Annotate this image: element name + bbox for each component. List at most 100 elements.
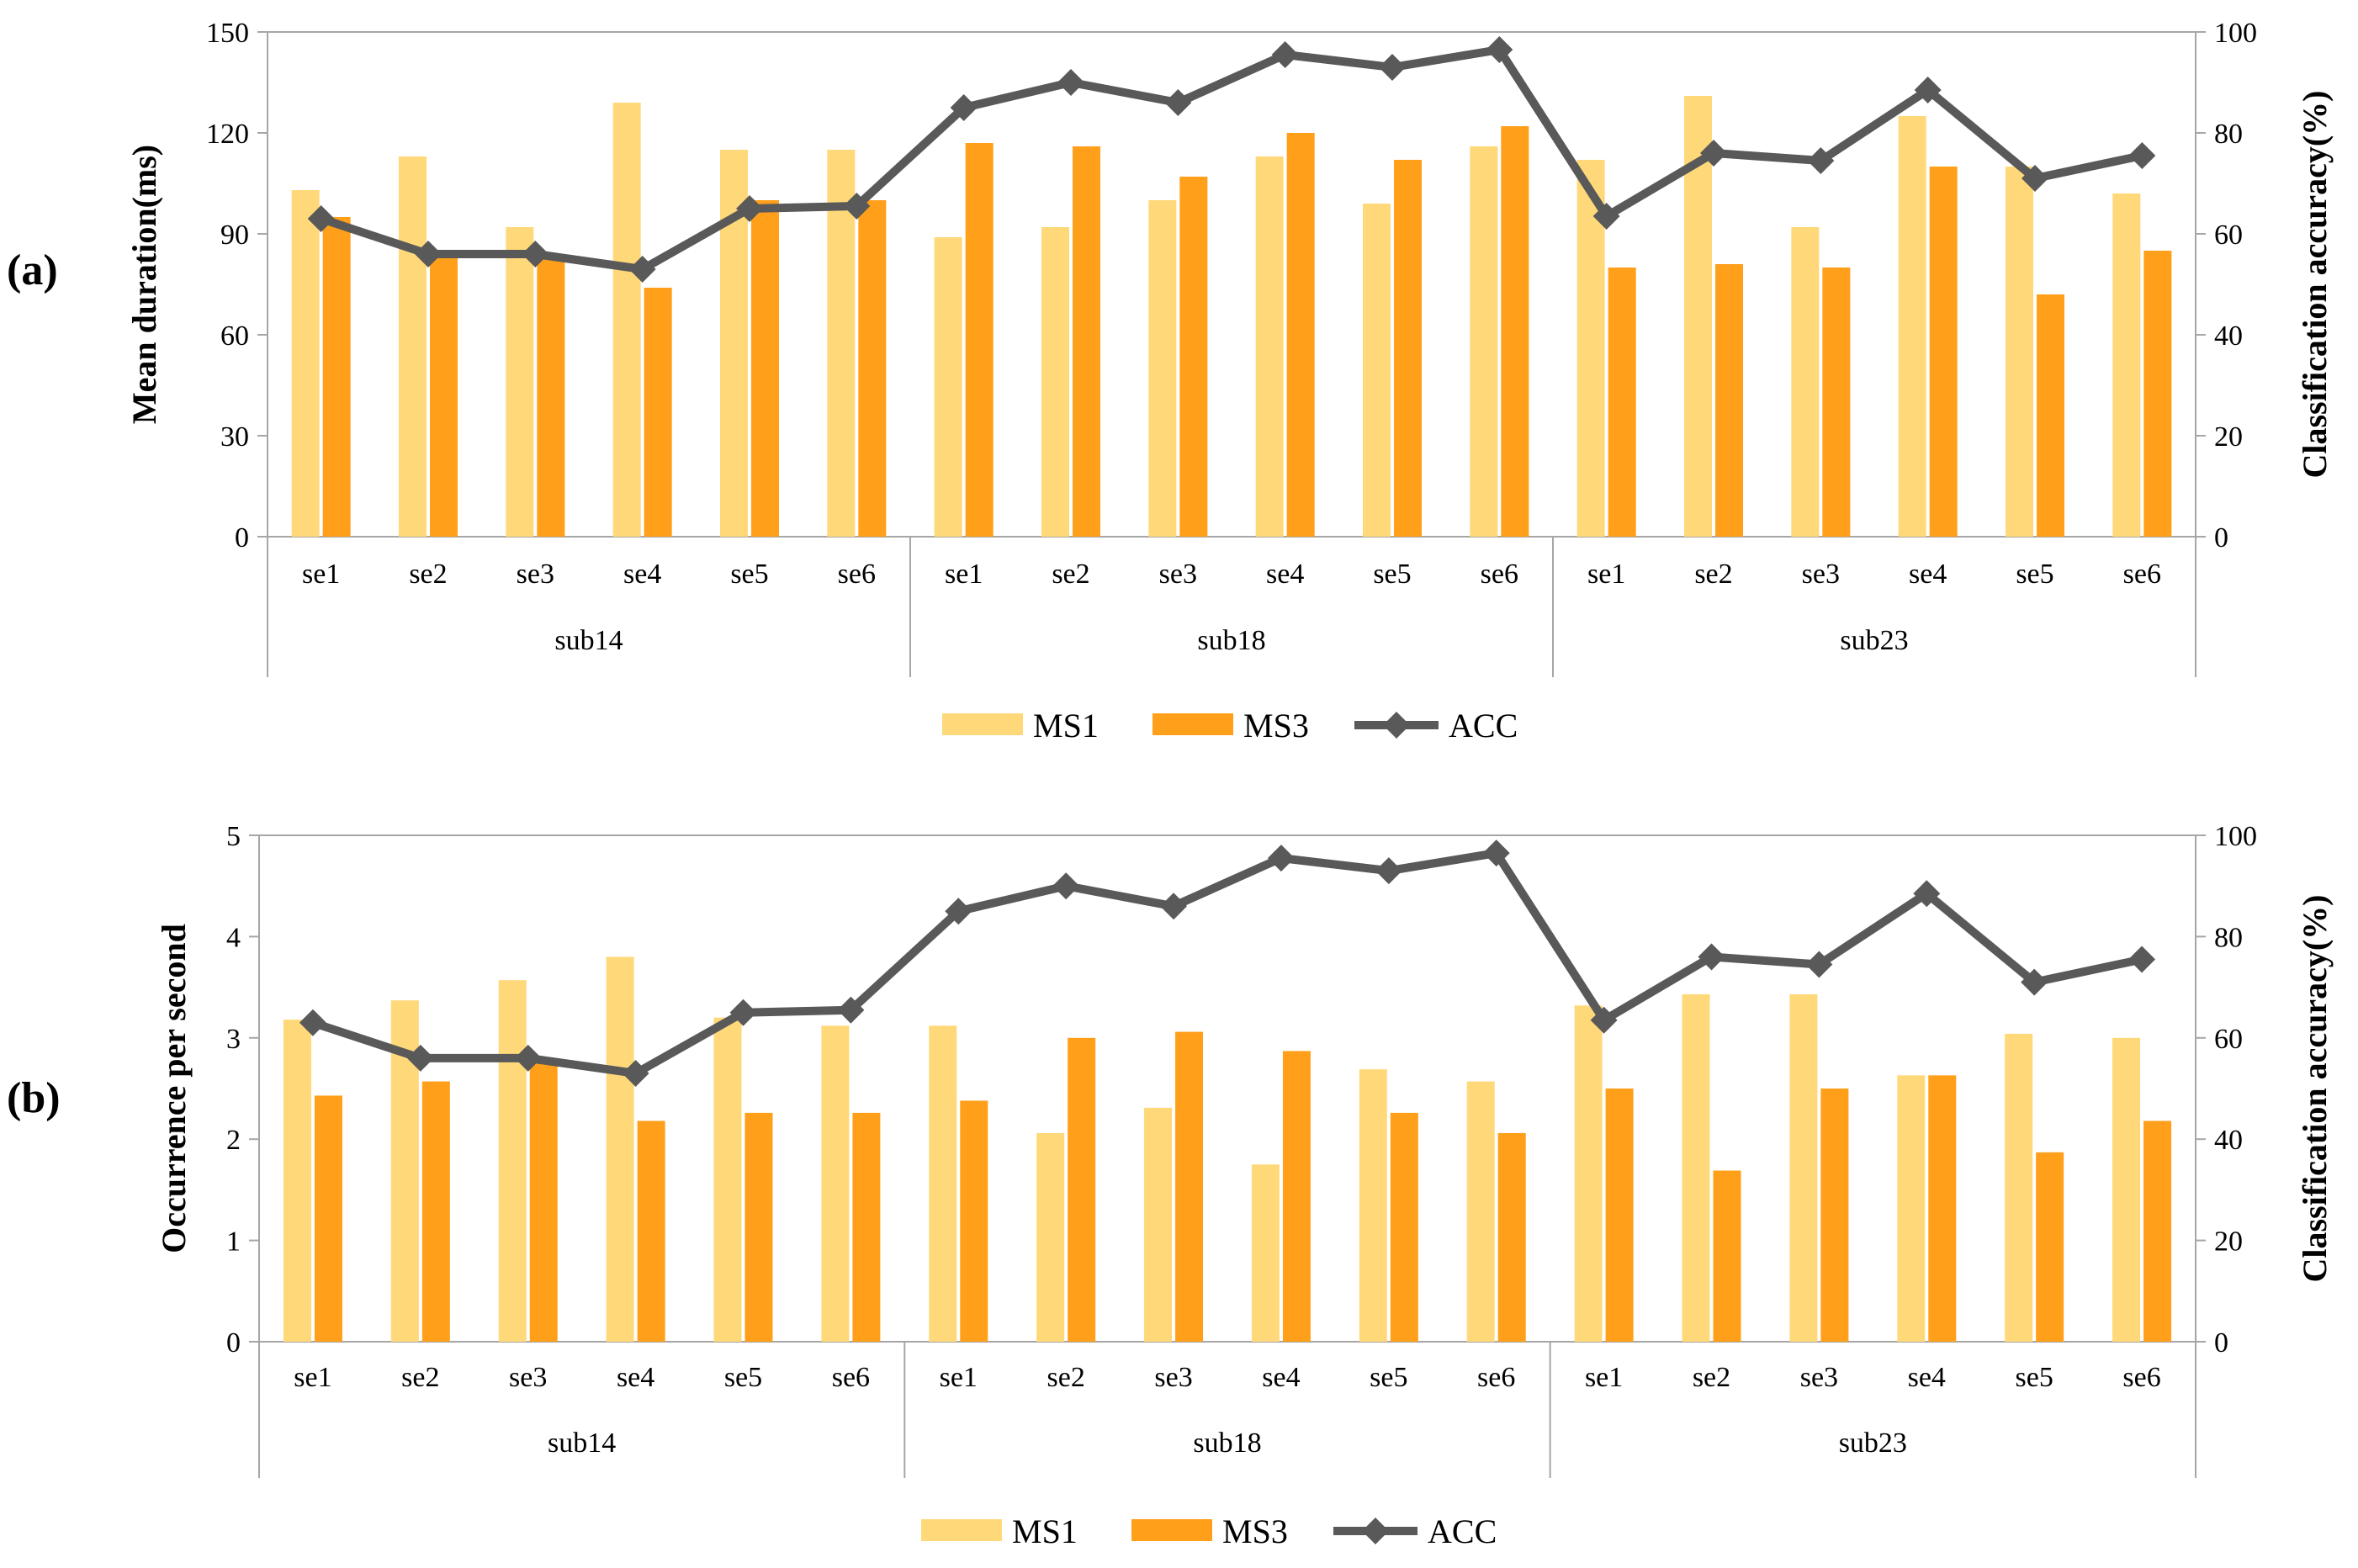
panel-a-y2tick-label: 0 (2214, 522, 2228, 554)
panel-b-bar-ms1 (1144, 1107, 1173, 1342)
panel-a-y-axis-title: Mean duration(ms) (125, 145, 163, 424)
panel-b-bar-ms1 (1897, 1075, 1926, 1342)
panel-a-bar-ms3 (537, 254, 565, 537)
panel-b-y2tick-label: 60 (2214, 1024, 2243, 1055)
panel-a-y2tick-label: 80 (2214, 119, 2243, 150)
panel-b-acc-marker (1052, 872, 1080, 900)
panel-a-category-label: se2 (1694, 559, 1732, 590)
panel-a-acc-marker (628, 256, 656, 283)
panel-a-bar-ms1 (1363, 204, 1391, 537)
panel-b-bar-ms1 (1682, 994, 1710, 1342)
panel-b-bar-ms3 (2036, 1152, 2064, 1342)
panel-a-group-label: sub18 (1197, 625, 1265, 656)
panel-a-y2tick-label: 60 (2214, 220, 2243, 251)
panel-b-acc-marker (1590, 1006, 1618, 1034)
panel-b-bar-ms1 (929, 1025, 957, 1342)
panel-a-category-label: se1 (1587, 559, 1625, 590)
panel-a-bar-ms3 (1929, 167, 1958, 537)
panel-b-group-label: sub18 (1193, 1428, 1261, 1459)
panel-b-group-label: sub14 (548, 1428, 616, 1459)
panel-b-acc-marker (1375, 857, 1402, 885)
panel-b-bar-ms1 (2112, 1037, 2141, 1342)
panel-a-bar-ms3 (965, 143, 994, 537)
panel-b-category-label: se3 (1800, 1362, 1838, 1393)
panel-a-acc-line (320, 45, 2143, 273)
panel-b-acc-line (311, 849, 2143, 1078)
panel-b-bar-ms3 (852, 1112, 881, 1342)
panel-b-legend-ms1-swatch (921, 1519, 1002, 1541)
panel-b-bar-ms3 (1068, 1037, 1096, 1342)
panel-b-acc-marker (622, 1059, 649, 1087)
panel-a-bar-ms1 (1148, 200, 1177, 537)
panel-b-bar-ms1 (713, 1017, 742, 1342)
panel-a-category-label: se4 (1266, 559, 1304, 590)
panel-b-category-label: se6 (2122, 1362, 2160, 1393)
panel-b-acc-marker (1805, 951, 1833, 978)
panel-b-acc-marker (945, 898, 972, 925)
panel-b-acc-marker (1913, 880, 1941, 908)
panel-a-bar-ms3 (1715, 264, 1743, 537)
panel-b-bar-ms3 (2143, 1120, 2172, 1342)
panel-b-acc-marker (2128, 946, 2156, 973)
panel-a-bar-ms3 (1073, 146, 1100, 537)
panel-a-bar-ms3 (751, 200, 779, 537)
panel-b-bar-ms1 (606, 956, 634, 1342)
panel-a-y2tick-label: 40 (2214, 320, 2243, 352)
panel-a-category-label: se6 (2123, 559, 2161, 590)
panel-a-legend-acc-marker (1383, 712, 1410, 739)
panel-a-bar-ms3 (1394, 160, 1422, 537)
panel-a-bar-ms3 (644, 288, 672, 537)
panel-b-bar-ms3 (1390, 1112, 1418, 1342)
panel-a-category-label: se4 (1909, 559, 1947, 590)
panel-a-acc-marker (1592, 203, 1620, 230)
panel-b-y2-axis-title: Classification accuracy(%) (2296, 894, 2334, 1282)
panel-a-bar-ms1 (934, 237, 962, 537)
panel-b-acc-marker (514, 1044, 542, 1072)
panel-a-category-label: se5 (1373, 559, 1411, 590)
panel-a-acc-marker (1914, 77, 1942, 103)
panel-a-acc-marker (1700, 140, 1727, 167)
panel-b-legend-ms3-swatch (1131, 1519, 1212, 1541)
panel-a-acc-marker (522, 241, 549, 268)
panel-a-legend-ms3-label: MS3 (1243, 707, 1309, 744)
panel-a-category-label: se3 (1802, 559, 1840, 590)
panel-b-ytick-label: 0 (226, 1327, 241, 1359)
panel-a-category-label: se3 (1159, 559, 1197, 590)
panel-a-ytick-label: 120 (206, 119, 249, 150)
panel-a-category-label: se1 (302, 559, 340, 590)
panel-b-ytick-label: 3 (226, 1024, 241, 1055)
panel-a-bar-ms3 (430, 254, 458, 537)
panel-a-legend-ms3-swatch (1153, 713, 1233, 735)
panel-b-category-label: se2 (401, 1362, 439, 1393)
panel-b-bar-ms1 (1574, 1005, 1603, 1342)
panel-b-bar-ms1 (498, 980, 527, 1342)
panel-b-bar-ms1 (1466, 1081, 1495, 1342)
panel-b-legend-ms3-label: MS3 (1222, 1512, 1288, 1550)
panel-a-bar-ms1 (1470, 146, 1498, 537)
panel-a-bar-ms1 (291, 190, 320, 537)
panel-b-ytick-label: 5 (226, 821, 241, 852)
panel-b-bar-ms1 (1251, 1164, 1280, 1342)
panel-a-category-label: se5 (2016, 559, 2053, 590)
panel-b-bar-ms1 (1789, 994, 1818, 1342)
panel-b-acc-marker (729, 999, 757, 1026)
panel-b-category-label: se4 (1262, 1362, 1300, 1393)
panel-a-ytick-label: 30 (220, 421, 249, 453)
panel-b-acc-marker (1160, 893, 1188, 920)
panel-a-bar-ms1 (1041, 227, 1069, 537)
panel-b-category-label: se1 (1585, 1362, 1623, 1393)
panel-a-category-label: se6 (1481, 559, 1518, 590)
panel-a-group-label: sub14 (554, 625, 623, 656)
panel-b-bar-ms3 (1928, 1075, 1957, 1342)
panel-a-bar-ms3 (1608, 268, 1636, 537)
panel-b-bar-ms3 (1282, 1051, 1311, 1342)
panel-a-acc-marker (1057, 69, 1084, 96)
panel-b-legend-ms1-label: MS1 (1012, 1512, 1078, 1550)
panel-b-category-label: se6 (832, 1362, 870, 1393)
panel-a-category-label: se5 (730, 559, 768, 590)
panel-b-acc-marker (1482, 840, 1510, 867)
panel-a-acc-marker (1807, 147, 1835, 174)
panel-b-ytick-label: 2 (226, 1125, 241, 1156)
panel-a-bar-ms3 (2143, 251, 2172, 537)
